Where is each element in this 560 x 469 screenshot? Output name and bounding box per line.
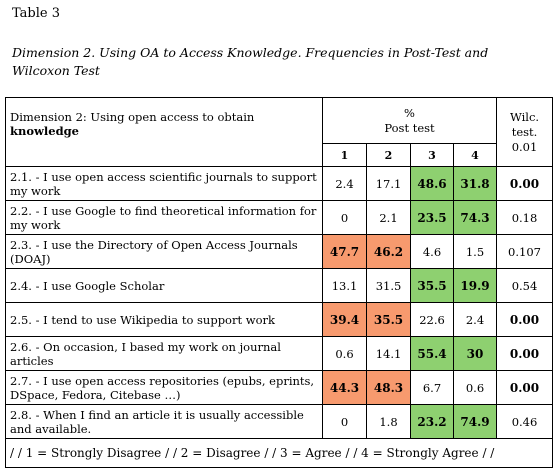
wilcoxon-value: 0.00: [496, 302, 554, 337]
value-2: 2.1: [366, 200, 411, 235]
item-text: 2.3. - I use the Directory of Open Acces…: [5, 234, 323, 269]
col-header-2: 2: [366, 143, 411, 167]
value-2: 14.1: [366, 336, 411, 371]
value-4: 74.3: [452, 200, 498, 235]
legend-text: / / 1 = Strongly Disagree / / 2 = Disagr…: [4, 438, 554, 468]
value-1: 0: [322, 200, 367, 235]
item-text: 2.8. - When I find an article it is usua…: [5, 404, 323, 439]
wilcoxon-value: 0.107: [496, 234, 554, 269]
value-4: 0.6: [452, 370, 498, 405]
value-1: 2.4: [322, 166, 367, 201]
value-3: 55.4: [410, 336, 454, 371]
frequency-table: Dimension 2: Using open access to obtain…: [4, 97, 554, 468]
value-1: 0: [322, 404, 367, 439]
value-3: 22.6: [410, 302, 454, 337]
value-3: 35.5: [410, 268, 454, 303]
item-text: 2.5. - I tend to use Wikipedia to suppor…: [5, 302, 323, 337]
col-header-1: 1: [322, 143, 367, 167]
value-2: 17.1: [366, 166, 411, 201]
percent-symbol: %: [404, 105, 415, 120]
table-row: 2.1. - I use open access scientific jour…: [5, 166, 554, 201]
wilc-line3: 0.01: [511, 139, 538, 154]
dimension-header-line1: Dimension 2: Using open access to obtain: [10, 110, 255, 124]
value-1: 0.6: [322, 336, 367, 371]
col-header-4: 4: [452, 143, 498, 167]
value-3: 23.5: [410, 200, 454, 235]
table-row: 2.4. - I use Google Scholar 13.1 31.5 35…: [5, 268, 554, 303]
table-row: 2.7. - I use open access repositories (e…: [5, 370, 554, 405]
table-row: 2.3. - I use the Directory of Open Acces…: [5, 234, 554, 269]
legend-row: / / 1 = Strongly Disagree / / 2 = Disagr…: [4, 438, 554, 468]
wilcoxon-value: 0.00: [496, 166, 554, 201]
value-1: 13.1: [322, 268, 367, 303]
value-2: 1.8: [366, 404, 411, 439]
value-2: 48.3: [366, 370, 411, 405]
item-text: 2.4. - I use Google Scholar: [5, 268, 323, 303]
wilcoxon-value: 0.46: [496, 404, 554, 439]
item-text: 2.1. - I use open access scientific jour…: [5, 166, 323, 201]
value-4: 19.9: [452, 268, 498, 303]
value-4: 31.8: [452, 166, 498, 201]
value-2: 31.5: [366, 268, 411, 303]
value-3: 4.6: [410, 234, 454, 269]
value-3: 6.7: [410, 370, 454, 405]
wilcoxon-value: 0.18: [496, 200, 554, 235]
post-test-label: Post test: [384, 120, 435, 135]
wilc-line1: Wilc.: [509, 109, 540, 124]
value-2: 46.2: [366, 234, 411, 269]
dimension-header-line2: knowledge: [10, 124, 79, 138]
table-row: 2.2. - I use Google to find theoretical …: [5, 200, 554, 235]
wilc-line2: test.: [511, 124, 538, 139]
value-3: 23.2: [410, 404, 454, 439]
dimension-header: Dimension 2: Using open access to obtain…: [5, 97, 323, 167]
wilcoxon-header: Wilc. test. 0.01: [496, 97, 554, 167]
wilcoxon-value: 0.00: [496, 370, 554, 405]
value-1: 47.7: [322, 234, 367, 269]
item-text: 2.2. - I use Google to find theoretical …: [5, 200, 323, 235]
value-3: 48.6: [410, 166, 454, 201]
item-text: 2.6. - On occasion, I based my work on j…: [5, 336, 323, 371]
table-caption: Dimension 2. Using OA to Access Knowledg…: [12, 45, 489, 78]
item-text: 2.7. - I use open access repositories (e…: [5, 370, 323, 405]
value-4: 74.9: [452, 404, 498, 439]
table-label: Table 3: [12, 6, 60, 21]
value-4: 2.4: [452, 302, 498, 337]
col-header-3: 3: [410, 143, 454, 167]
value-1: 39.4: [322, 302, 367, 337]
value-2: 35.5: [366, 302, 411, 337]
table-row: 2.5. - I tend to use Wikipedia to suppor…: [5, 302, 554, 337]
post-test-header: % Post test: [321, 97, 498, 144]
value-1: 44.3: [322, 370, 367, 405]
table-row: 2.6. - On occasion, I based my work on j…: [5, 336, 554, 371]
wilcoxon-value: 0.00: [496, 336, 554, 371]
value-4: 30: [452, 336, 498, 371]
value-4: 1.5: [452, 234, 498, 269]
wilcoxon-value: 0.54: [496, 268, 554, 303]
table-row: 2.8. - When I find an article it is usua…: [5, 404, 554, 439]
